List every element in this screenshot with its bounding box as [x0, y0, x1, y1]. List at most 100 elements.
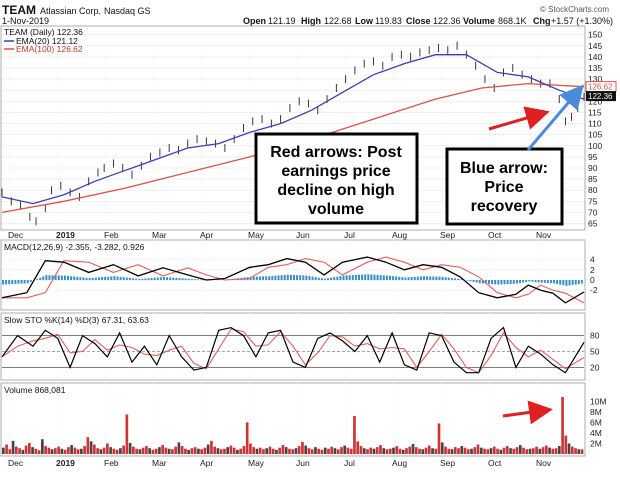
- macd-line: [1, 256, 585, 304]
- volume-bar: [145, 446, 148, 454]
- month-label: Apr: [200, 458, 213, 468]
- volume-bar: [382, 448, 386, 454]
- volume-bar: [184, 448, 187, 454]
- volume-bar: [310, 449, 314, 454]
- blue-note-line-3: recovery: [471, 198, 538, 215]
- volume-bar: [411, 443, 415, 454]
- macd-histogram-bar: [382, 275, 385, 281]
- volume-bar: [18, 448, 21, 454]
- volume-bar: [15, 446, 18, 454]
- volume-bar: [197, 448, 200, 454]
- volume-bar: [37, 450, 41, 454]
- volume-bar: [21, 449, 25, 454]
- month-label: Feb: [104, 230, 119, 240]
- macd-histogram-bar: [444, 277, 447, 281]
- month-label: Mar: [152, 458, 167, 468]
- volume-bar: [489, 448, 493, 454]
- macd-histogram-bar: [370, 274, 373, 281]
- volume-bar: [557, 446, 561, 454]
- volume-bar: [512, 448, 516, 454]
- volume-bar: [180, 446, 184, 454]
- macd-histogram-bar: [311, 276, 314, 281]
- macd-histogram-bar: [94, 277, 97, 281]
- macd-histogram-bar: [323, 278, 326, 281]
- price-tick-label: 120: [588, 96, 602, 106]
- macd-histogram-bar: [5, 280, 8, 285]
- volume-bar: [424, 447, 428, 454]
- volume-bar: [457, 448, 460, 454]
- macd-histogram-bar: [101, 277, 104, 281]
- volume-bar: [349, 448, 353, 454]
- macd-histogram-bar: [392, 276, 395, 281]
- macd-histogram-bar: [82, 277, 85, 281]
- volume-bar: [327, 448, 330, 454]
- macd-histogram-bar: [469, 280, 472, 282]
- macd-histogram-bar: [265, 276, 268, 281]
- volume-bar: [418, 448, 421, 454]
- red-arrow-volume: [502, 400, 553, 425]
- volume-bar: [486, 449, 490, 454]
- volume-tick-label: 8M: [590, 407, 602, 417]
- volume-bar: [135, 448, 138, 454]
- volume-bar: [369, 447, 373, 454]
- macd-histogram-bar: [416, 276, 419, 281]
- volume-bar: [44, 446, 47, 454]
- macd-histogram-bar: [125, 277, 128, 281]
- price-tick-label: 65: [588, 219, 598, 229]
- macd-histogram-bar: [91, 277, 94, 281]
- volume-bar: [200, 449, 203, 454]
- macd-histogram-bar: [39, 277, 42, 281]
- macd-histogram-bar: [320, 278, 323, 281]
- volume-bar: [206, 444, 210, 454]
- volume-bar: [343, 445, 347, 454]
- macd-signal-line: [2, 256, 585, 304]
- month-label: Oct: [488, 458, 502, 468]
- volume-bar: [450, 449, 454, 454]
- macd-histogram-bar: [484, 280, 487, 284]
- volume-bar: [375, 447, 379, 454]
- volume-bar: [297, 446, 301, 454]
- macd-histogram-bar: [453, 278, 456, 281]
- macd-histogram-bar: [488, 280, 491, 284]
- macd-histogram-bar: [289, 274, 292, 281]
- macd-histogram-bar: [559, 280, 562, 285]
- volume-bar: [395, 446, 399, 454]
- volume-bar: [190, 448, 194, 454]
- macd-histogram-bar: [497, 280, 500, 285]
- macd-tick-label: 4: [590, 255, 595, 265]
- volume-bar: [187, 449, 190, 454]
- volume-bar: [483, 448, 486, 454]
- macd-histogram-bar: [302, 275, 305, 281]
- volume-bar: [421, 449, 425, 454]
- volume-bar: [268, 446, 272, 454]
- macd-histogram-bar: [509, 280, 512, 284]
- volume-bar: [434, 448, 438, 454]
- volume-bar: [164, 447, 168, 454]
- volume-tick-label: 6M: [590, 417, 602, 427]
- macd-histogram-bar: [110, 276, 113, 281]
- month-label: Aug: [392, 230, 407, 240]
- macd-histogram-bar: [568, 280, 571, 286]
- macd-histogram-bar: [354, 274, 357, 281]
- macd-histogram-bar: [286, 274, 289, 281]
- macd-histogram-bar: [503, 280, 506, 285]
- volume-value: 868.1K: [498, 16, 527, 26]
- macd-histogram-bar: [156, 277, 159, 281]
- volume-bar: [148, 448, 151, 454]
- volume-bar: [158, 447, 161, 454]
- macd-histogram-bar: [348, 275, 351, 281]
- volume-bar: [76, 449, 80, 454]
- macd-histogram-bar: [67, 275, 70, 281]
- volume-bar: [174, 446, 177, 454]
- volume-bar: [294, 448, 298, 454]
- volume-bar: [70, 445, 73, 454]
- macd-histogram-bar: [540, 280, 543, 283]
- volume-bar: [531, 448, 535, 454]
- macd-histogram-bar: [407, 277, 410, 281]
- macd-histogram-bar: [122, 277, 125, 281]
- volume-bar: [535, 446, 538, 454]
- volume-bar: [366, 449, 369, 454]
- macd-histogram-bar: [522, 280, 525, 283]
- price-tick-label: 85: [588, 174, 598, 184]
- macd-histogram-bar: [14, 280, 17, 284]
